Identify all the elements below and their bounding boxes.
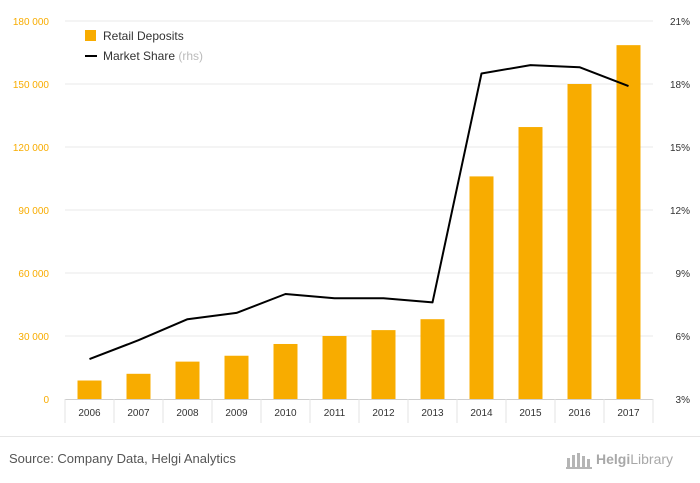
x-tick-label: 2011 — [324, 408, 346, 419]
y-right-tick-label: 6% — [676, 332, 691, 343]
y-right-tick-label: 15% — [670, 143, 690, 154]
y-right-tick-label: 21% — [670, 17, 690, 28]
x-tick-label: 2016 — [568, 408, 591, 419]
y-left-tick-label: 60 000 — [18, 269, 49, 280]
footer-divider — [0, 436, 700, 437]
bar-retail-deposits — [322, 336, 347, 399]
y-left-tick-label: 150 000 — [13, 80, 50, 91]
brand-name-helgi: Helgi — [596, 451, 631, 467]
y-right-tick-label: 3% — [676, 395, 691, 406]
y-left-tick-label: 30 000 — [18, 332, 49, 343]
grid-lines — [65, 20, 653, 337]
bar-retail-deposits — [126, 373, 151, 399]
x-tick-label: 2012 — [372, 408, 395, 419]
x-tick-label: 2007 — [127, 408, 150, 419]
bar-retail-deposits — [371, 330, 396, 399]
x-tick-label: 2006 — [78, 408, 101, 419]
y-right-tick-label: 18% — [670, 80, 690, 91]
y-left-tick-label: 0 — [43, 395, 49, 406]
y-right-tick-label: 12% — [670, 206, 690, 217]
source-note: Source: Company Data, Helgi Analytics — [9, 451, 236, 466]
brand-name-library: Library — [630, 451, 674, 467]
legend-swatch-retail-deposits — [85, 30, 96, 41]
line-market-share — [89, 64, 629, 361]
bar-retail-deposits — [518, 127, 543, 400]
bar-retail-deposits — [175, 361, 200, 399]
x-tick-label: 2013 — [421, 408, 444, 419]
y-right-tick-label: 9% — [676, 269, 691, 280]
library-building-icon — [566, 453, 592, 469]
axes: 0 3% 30 000 6% 60 000 9% 90 000 12% 120 000 15% 15… — [13, 17, 690, 423]
line-series-market-share — [89, 64, 629, 361]
y-left-tick-label: 120 000 — [13, 143, 50, 154]
bar-retail-deposits — [420, 319, 445, 399]
bar-retail-deposits — [224, 355, 249, 399]
bar-retail-deposits — [567, 84, 592, 399]
x-tick-label: 2015 — [519, 408, 542, 419]
y-left-tick-label: 90 000 — [18, 206, 49, 217]
x-tick-label: 2014 — [470, 408, 493, 419]
x-tick-label: 2010 — [274, 408, 297, 419]
helgi-library-logo: HelgiLibrary — [566, 448, 673, 470]
legend: Retail Deposits Market Share (rhs) — [85, 29, 203, 63]
legend-label-market-share-name: Market Share — [103, 49, 175, 63]
legend-label-market-share: Market Share (rhs) — [103, 49, 203, 63]
x-tick-label: 2008 — [176, 408, 199, 419]
bar-retail-deposits — [469, 176, 494, 399]
chart-area: 0 3% 30 000 6% 60 000 9% 90 000 12% 120 000 15% 15… — [13, 17, 690, 423]
y-left-tick-label: 180 000 — [13, 17, 50, 28]
x-tick-label: 2017 — [617, 408, 640, 419]
legend-label-retail-deposits: Retail Deposits — [103, 29, 184, 43]
legend-label-rhs: (rhs) — [178, 49, 203, 63]
x-tick-label: 2009 — [225, 408, 248, 419]
bar-series-retail-deposits — [77, 45, 641, 400]
bar-retail-deposits — [616, 45, 641, 400]
bar-retail-deposits — [77, 380, 102, 399]
bar-retail-deposits — [273, 343, 298, 399]
